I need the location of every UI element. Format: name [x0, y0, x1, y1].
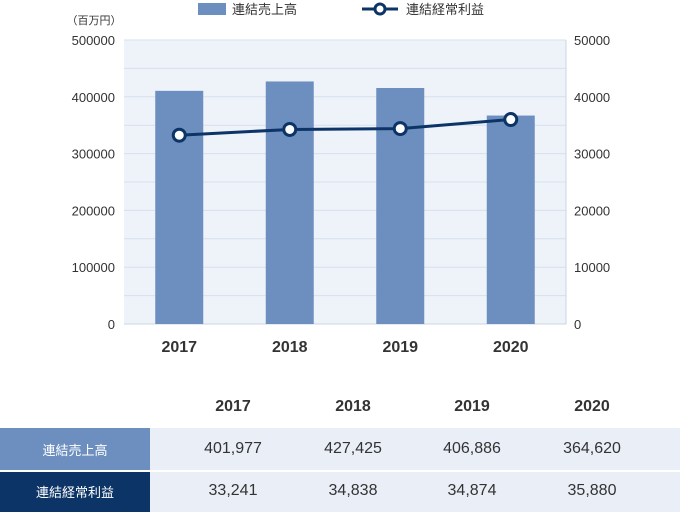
table-row-sales: 連結売上高 401,977 427,425 406,886 364,620: [0, 428, 680, 470]
point-profit: [282, 121, 298, 137]
y-right-tick-label: 0: [574, 317, 581, 332]
y-right-tick-label: 10000: [574, 260, 610, 275]
legend-label-profit: 連結経常利益: [406, 3, 484, 18]
x-tick-label: 2019: [382, 339, 418, 356]
table-cell: 34,874: [447, 482, 497, 499]
y-right-tick-label: 20000: [574, 203, 610, 218]
bar-sales: [265, 81, 314, 325]
y-right-tick-label: 40000: [574, 90, 610, 105]
x-tick-label: 2020: [493, 339, 529, 356]
bar-sales: [486, 115, 535, 324]
y-axis-unit-label: （百万円）: [67, 14, 122, 27]
y-left-tick-label: 500000: [72, 33, 115, 48]
bar-sales: [155, 90, 204, 324]
table-cell: 401,977: [204, 440, 262, 457]
legend-swatch-sales: [198, 3, 226, 15]
y-left-tick-label: 100000: [72, 260, 115, 275]
y-right-tick-label: 30000: [574, 147, 610, 162]
y-left-tick-label: 300000: [72, 147, 115, 162]
row-label-profit: 連結経常利益: [0, 470, 150, 512]
table-header-row: 2017 2018 2019 2020: [0, 382, 680, 428]
data-table: 2017 2018 2019 2020 連結売上高 401,977 427,42…: [0, 382, 680, 512]
table-cell: 406,886: [443, 440, 501, 457]
row-divider: [0, 470, 680, 472]
x-tick-label: 2018: [272, 339, 308, 356]
row-body: [150, 428, 680, 470]
table-row-profit: 連結経常利益 33,241 34,838 34,874 35,880: [0, 470, 680, 512]
point-profit: [392, 121, 408, 137]
combo-chart: （百万円） 0 100000 200000 300000 400000 500000 0 100…: [67, 2, 611, 356]
table-year-header: 2020: [574, 398, 610, 415]
table-cell: 364,620: [563, 440, 621, 457]
table-cell: 427,425: [324, 440, 382, 457]
point-profit: [503, 112, 519, 128]
table-cell: 35,880: [567, 482, 617, 499]
table-cell: 33,241: [208, 482, 258, 499]
y-left-tick-label: 200000: [72, 203, 115, 218]
table-year-header: 2019: [454, 398, 490, 415]
row-label-sales: 連結売上高: [0, 428, 150, 470]
y-left-tick-label: 0: [108, 317, 115, 332]
y-right-tick-label: 50000: [574, 33, 610, 48]
table-year-header: 2017: [215, 398, 251, 415]
point-profit: [171, 127, 187, 143]
legend-marker-profit: [373, 2, 387, 16]
row-body: [150, 470, 680, 512]
table-year-header: 2018: [335, 398, 371, 415]
x-tick-label: 2017: [161, 339, 197, 356]
y-left-tick-label: 400000: [72, 90, 115, 105]
line-profit: [179, 118, 511, 137]
table-cell: 34,838: [328, 482, 378, 499]
legend-label-sales: 連結売上高: [232, 2, 297, 18]
